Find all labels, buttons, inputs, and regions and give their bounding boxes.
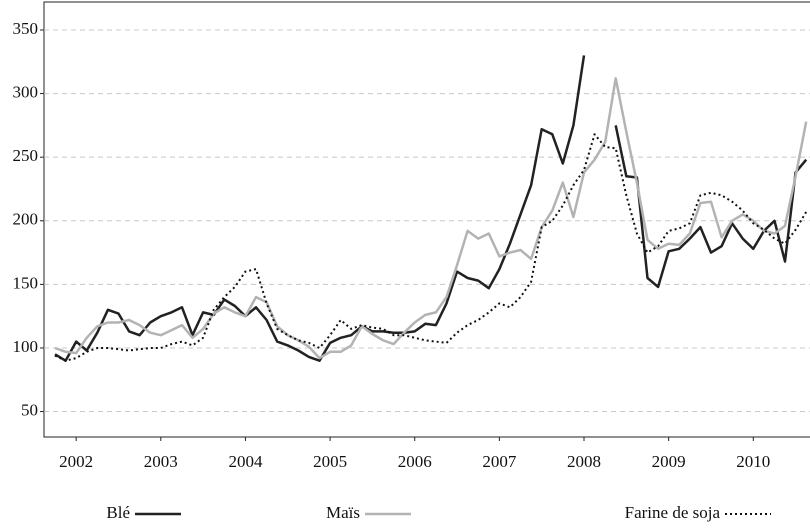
x-tick-label: 2003 bbox=[144, 452, 178, 471]
y-tick-label: 50 bbox=[21, 400, 38, 419]
grid bbox=[40, 29, 810, 441]
x-tick-label: 2007 bbox=[482, 452, 517, 471]
plot-frame bbox=[43, 1, 810, 438]
x-tick-label: 2006 bbox=[398, 452, 432, 471]
series-line bbox=[54, 77, 808, 360]
legend-label: Maïs bbox=[326, 503, 360, 522]
labels: 50 100 150 200 250 300 350 2002 2003 2004 2005 2006… bbox=[13, 19, 771, 522]
y-tick-label: 350 bbox=[13, 19, 39, 38]
x-tick-label: 2005 bbox=[313, 452, 347, 471]
x-tick-label: 2009 bbox=[652, 452, 686, 471]
x-tick-label: 2010 bbox=[736, 452, 770, 471]
x-tick-label: 2002 bbox=[59, 452, 93, 471]
legend-label: Farine de soja bbox=[625, 503, 721, 522]
lines bbox=[54, 55, 808, 362]
y-tick-label: 200 bbox=[13, 210, 39, 229]
y-tick-label: 150 bbox=[13, 273, 39, 292]
x-tick-label: 2004 bbox=[228, 452, 263, 471]
y-tick-label: 300 bbox=[13, 82, 39, 101]
y-tick-label: 100 bbox=[13, 337, 39, 356]
series-line bbox=[54, 133, 808, 362]
series-line bbox=[54, 55, 808, 362]
x-tick-label: 2008 bbox=[567, 452, 601, 471]
y-tick-label: 250 bbox=[13, 146, 39, 165]
legend-label: Blé bbox=[106, 503, 130, 522]
